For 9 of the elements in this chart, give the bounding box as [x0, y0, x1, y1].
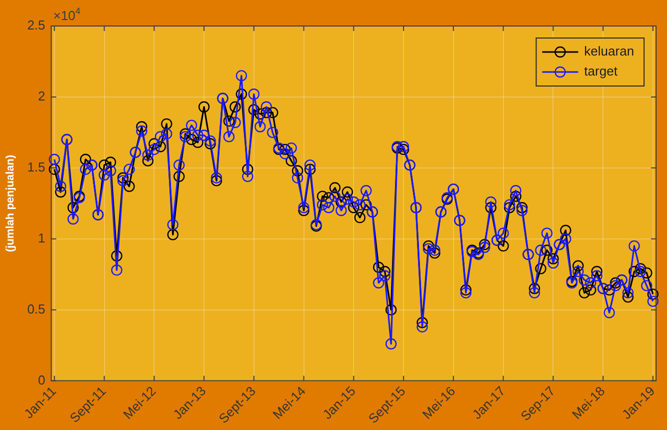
legend-label: keluaran — [584, 44, 634, 59]
y-tick-label: 0.5 — [27, 301, 46, 316]
legend-label: target — [584, 64, 618, 79]
y-tick-label: 1 — [38, 230, 46, 246]
y-tick-label: 2.5 — [27, 18, 46, 33]
y-axis-title: (jumlah penjualan) — [4, 154, 17, 252]
y-tick-label: 0 — [38, 372, 46, 388]
y-tick-label: 2 — [38, 88, 46, 104]
y-tick-label: 1.5 — [27, 159, 46, 174]
